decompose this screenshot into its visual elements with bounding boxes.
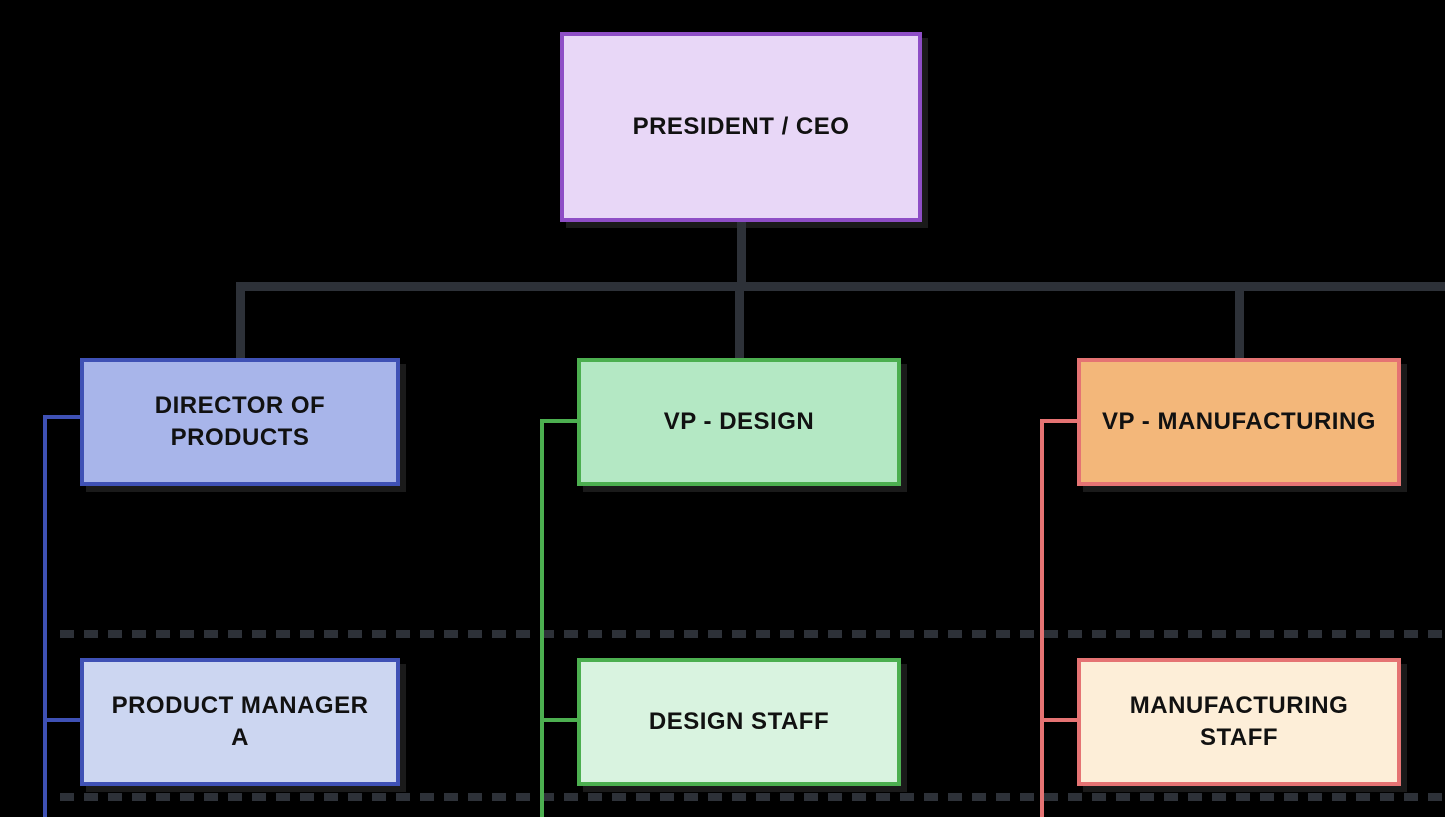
connector-drop-1	[735, 282, 744, 358]
dashed-row-0	[60, 630, 1445, 638]
sub-connector-design-top	[540, 419, 577, 423]
node-pm_a: PRODUCT MANAGER A	[80, 658, 400, 786]
node-label-vp_mfg: VP - MANUFACTURING	[1102, 406, 1376, 438]
sub-connector-products-branch	[43, 718, 80, 722]
node-label-pm_a: PRODUCT MANAGER A	[100, 690, 380, 755]
sub-connector-products-top	[43, 415, 80, 419]
node-label-director_products: DIRECTOR OF PRODUCTS	[100, 390, 380, 455]
node-label-ceo: PRESIDENT / CEO	[633, 111, 850, 143]
node-vp_mfg: VP - MANUFACTURING	[1077, 358, 1401, 486]
connector-drop-0	[236, 282, 245, 358]
sub-connector-design-branch	[540, 718, 577, 722]
sub-connector-mfg	[1040, 419, 1044, 817]
node-label-mfg_staff: MANUFACTURING STAFF	[1097, 690, 1381, 755]
sub-connector-products	[43, 415, 47, 817]
node-vp_design: VP - DESIGN	[577, 358, 901, 486]
dashed-row-1	[60, 793, 1445, 801]
sub-connector-mfg-branch	[1040, 718, 1077, 722]
org-chart: PRESIDENT / CEO DIRECTOR OF PRODUCTS VP - …	[0, 0, 1445, 817]
connector-hbar	[236, 282, 1445, 291]
node-director_products: DIRECTOR OF PRODUCTS	[80, 358, 400, 486]
node-mfg_staff: MANUFACTURING STAFF	[1077, 658, 1401, 786]
sub-connector-mfg-top	[1040, 419, 1077, 423]
node-label-vp_design: VP - DESIGN	[664, 406, 814, 438]
node-design_staff: DESIGN STAFF	[577, 658, 901, 786]
node-ceo: PRESIDENT / CEO	[560, 32, 922, 222]
sub-connector-design	[540, 419, 544, 817]
connector-drop-2	[1235, 282, 1244, 358]
node-label-design_staff: DESIGN STAFF	[649, 706, 829, 738]
connector-ceo-down	[737, 222, 746, 287]
